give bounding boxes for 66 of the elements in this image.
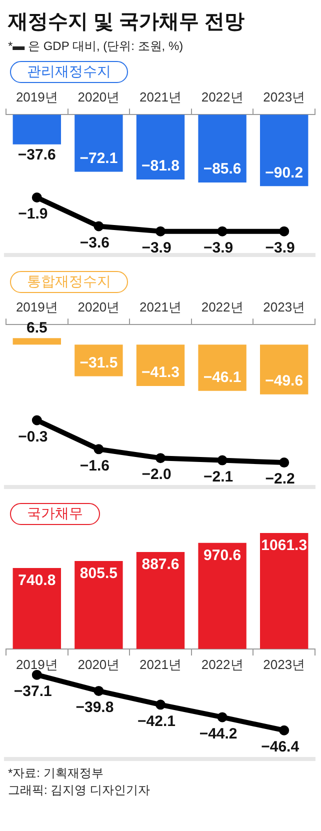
text: 그래픽: 김지영 디자인기자	[7, 782, 152, 799]
data-label: −3.9	[203, 239, 234, 256]
point	[217, 455, 228, 466]
chart-subtitle: *▬ 은 GDP 대비, (단위: 조원, %)	[8, 38, 184, 55]
data-label: −46.4	[261, 738, 300, 756]
bar	[260, 533, 308, 649]
point	[279, 725, 290, 736]
x-tick-label: 2019년	[16, 89, 58, 104]
text: *자료: 기획재정부	[7, 765, 104, 782]
x-tick-label: 2023년	[263, 657, 306, 672]
x-tick-label: 2022년	[201, 299, 244, 314]
point	[156, 700, 166, 710]
point	[156, 453, 166, 464]
data-label: 970.6	[204, 547, 242, 564]
data-label: −2.0	[142, 466, 172, 484]
data-label: −1.6	[80, 457, 110, 474]
bar	[12, 568, 61, 649]
data-label: −3.6	[80, 234, 110, 252]
bar	[198, 542, 246, 649]
data-label: −1.9	[18, 206, 48, 223]
data-label: −81.8	[142, 158, 180, 175]
x-tick-label: 2019년	[16, 657, 58, 672]
data-label: 740.8	[18, 572, 56, 590]
data-label: −49.6	[265, 372, 304, 390]
data-label: −46.1	[203, 369, 242, 386]
x-tick-label: 2020년	[78, 299, 120, 314]
data-label: −39.8	[76, 699, 114, 716]
data-label: −42.1	[138, 712, 176, 730]
point	[279, 458, 290, 468]
data-label: −41.3	[142, 364, 180, 382]
x-tick-label: 2023년	[263, 299, 306, 314]
x-tick-label: 2020년	[78, 657, 120, 672]
data-label: −2.1	[203, 468, 234, 486]
data-label: −44.2	[199, 725, 238, 742]
data-label: −2.2	[265, 470, 295, 488]
x-tick-label: 2021년	[140, 299, 182, 314]
bar	[136, 552, 185, 649]
bar	[74, 560, 123, 649]
data-label: 887.6	[142, 556, 180, 574]
x-tick-label: 2022년	[201, 657, 244, 672]
x-tick-label: 2020년	[78, 89, 120, 104]
x-tick-label: 2023년	[263, 89, 306, 104]
data-label: 805.5	[80, 565, 118, 582]
data-label: −37.6	[18, 146, 56, 164]
data-label: −3.9	[265, 239, 295, 256]
point	[94, 686, 104, 696]
x-tick-label: 2021년	[140, 89, 182, 104]
point	[94, 444, 104, 454]
x-tick-label: 2019년	[16, 299, 58, 314]
x-tick-label: 2021년	[140, 657, 182, 672]
text: 국가채무	[10, 503, 100, 525]
point	[32, 415, 42, 426]
data-label: −3.9	[142, 239, 172, 256]
data-label: 1061.3	[261, 537, 308, 554]
text: 관리재정수지	[10, 61, 128, 83]
data-label: −37.1	[14, 682, 52, 700]
data-label: −31.5	[80, 354, 118, 372]
data-label: −0.3	[18, 428, 48, 446]
text: 통합재정수지	[10, 271, 128, 293]
data-label: −72.1	[80, 150, 118, 167]
data-label: 6.5	[26, 319, 48, 336]
data-label: −85.6	[203, 160, 242, 178]
x-tick-label: 2022년	[201, 89, 244, 104]
chart-title: 재정수지 및 국가채무 전망	[8, 10, 246, 35]
point	[217, 712, 228, 722]
data-label: −90.2	[265, 164, 304, 182]
